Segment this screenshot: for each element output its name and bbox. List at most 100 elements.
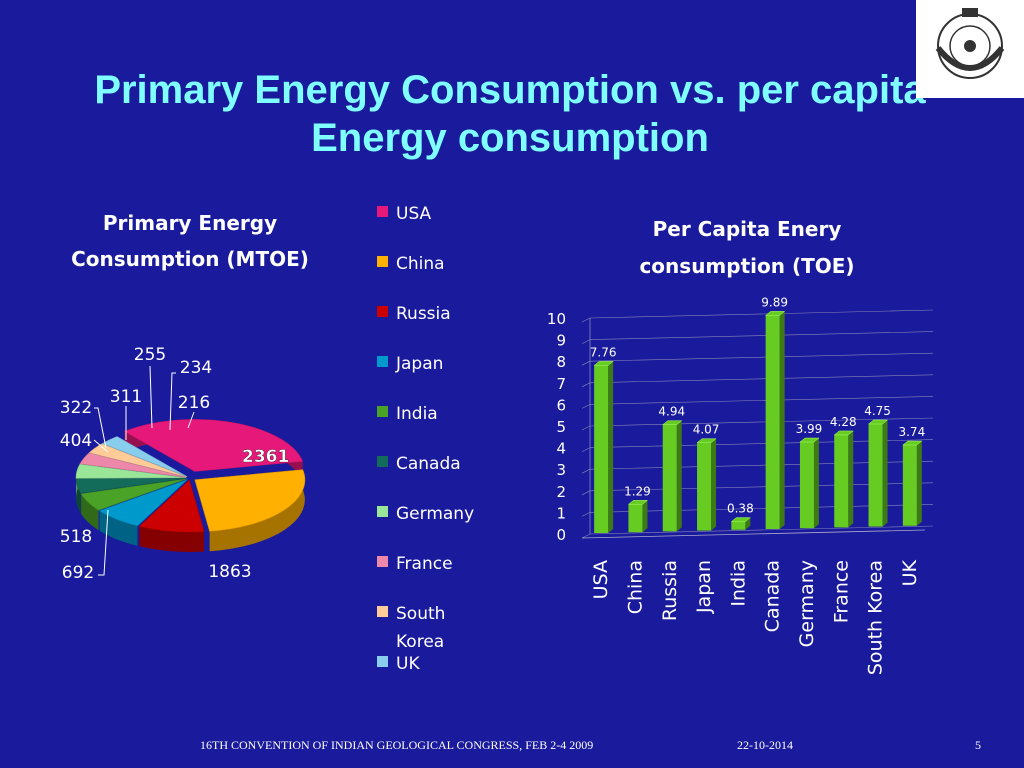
x-category-label: UK [899, 559, 921, 586]
legend-label: Russia [396, 304, 451, 324]
legend-swatch [377, 606, 388, 617]
grid-line [589, 352, 934, 362]
grid-line-side [581, 512, 591, 517]
legend-label: India [396, 404, 438, 424]
bar-bars: 7.76 1.29 4.94 4.07 0.38 9.89 3.99 4.28 4.75 3.74 [590, 295, 925, 533]
pie-slice-germany [75, 463, 187, 479]
legend-swatch [377, 456, 388, 467]
x-category-label: Russia [659, 560, 681, 621]
legend-swatch [377, 306, 388, 317]
pie-slice-russia [138, 479, 205, 533]
grid-line [589, 525, 934, 535]
pie-data-label: 404 [60, 431, 92, 451]
pie-leader-line [187, 411, 195, 429]
pie-slice-china [194, 469, 306, 532]
pie-data-label: 322 [60, 398, 92, 418]
legend-swatch [377, 556, 388, 567]
pie-labels: 2361 1863 692 518 404 322 311 255 234 216 [60, 345, 290, 583]
grid-line-side [581, 382, 591, 388]
pie-data-label: 2361 [242, 447, 289, 467]
y-tick-label: 6 [556, 396, 566, 414]
grid-line [589, 417, 934, 427]
footer-date: 22-10-2014 [737, 738, 793, 752]
bar-value-label: 4.94 [658, 405, 685, 419]
bar-china [628, 504, 643, 533]
y-tick-label: 2 [556, 483, 566, 501]
legend-label: Germany [396, 504, 474, 524]
x-category-label: France [830, 560, 852, 623]
pie-data-label: 216 [178, 393, 210, 413]
bar-chart: Per Capita Enery consumption (TOE) 0 1 2 3 4… [547, 217, 934, 675]
bar-top [593, 361, 614, 366]
pie-leader-line [94, 407, 107, 449]
pie-slice-canada [75, 478, 187, 494]
legend-swatch [377, 506, 388, 517]
grid-line [589, 374, 934, 384]
y-tick-label: 7 [556, 375, 566, 393]
bar-side [779, 311, 785, 529]
legend-label: South [396, 604, 445, 624]
pie-slice-side-russia [139, 526, 205, 552]
grid-line [589, 396, 934, 405]
bar-top [833, 430, 854, 436]
slide-title: Primary Energy Consumption vs. per capit… [94, 68, 926, 160]
bar-x-axis-labels: USA China Russia Japan India Canada Germany Fra… [590, 559, 921, 675]
bar-value-label: 4.75 [864, 404, 891, 418]
legend-label: China [396, 254, 445, 274]
bar-top [867, 419, 889, 425]
x-category-label: India [727, 560, 749, 607]
legend-label: UK [396, 654, 420, 674]
grid-line-side [581, 490, 591, 496]
pie-leader-line [149, 365, 153, 429]
bar-value-label: 9.89 [761, 295, 788, 309]
pie-slice-india [80, 478, 187, 511]
x-category-label: South Korea [865, 560, 887, 675]
y-tick-label: 1 [556, 504, 566, 522]
pie-slice-side-china [209, 469, 305, 552]
grid-line-side [581, 360, 591, 366]
pie-leader-line [93, 439, 109, 453]
bar-top [730, 517, 752, 522]
y-tick-label: 0 [556, 526, 566, 544]
bar-side [642, 500, 648, 533]
legend-label-cont: Korea [396, 632, 444, 652]
bar-value-label: 4.28 [830, 415, 857, 429]
pie-data-label: 518 [60, 527, 92, 547]
bar-france [834, 434, 849, 528]
bar-side [676, 420, 682, 532]
bar-canada [765, 315, 780, 529]
bar-germany [799, 442, 814, 529]
x-category-label: Germany [796, 560, 818, 647]
y-tick-label: 4 [556, 440, 566, 458]
pie-slice-uk [101, 436, 188, 477]
pie-leader-line [98, 509, 109, 576]
legend-label: USA [396, 204, 432, 224]
legend-swatch [377, 406, 388, 417]
bar-usa [594, 365, 609, 533]
legend-swatch [377, 206, 388, 217]
grid-line-side [581, 533, 591, 539]
bar-uk [902, 445, 917, 526]
grid-line-side [581, 339, 591, 344]
grid-line-side [581, 404, 591, 409]
bar-side [608, 361, 614, 533]
y-tick-label: 10 [547, 310, 566, 328]
legend-label: Canada [396, 454, 461, 474]
bar-top [627, 500, 649, 505]
bar-value-label: 7.76 [590, 345, 617, 359]
legend-swatch [377, 256, 388, 267]
bar-title-line1: Per Capita Enery [653, 217, 842, 241]
pie-slice-side-india [81, 493, 99, 531]
logo [916, 0, 1024, 98]
x-category-label: China [624, 560, 646, 614]
y-tick-label: 8 [556, 353, 566, 371]
pie-data-label: 255 [134, 345, 166, 365]
grid-line [589, 309, 934, 319]
y-tick-label: 5 [556, 418, 566, 436]
pie-slice-side-japan [99, 510, 138, 546]
pie-title-line1: Primary Energy [103, 211, 277, 235]
bar-title-line2: consumption (TOE) [639, 254, 854, 278]
bar-side [813, 438, 819, 529]
y-tick-label: 9 [556, 332, 566, 350]
legend-swatch [377, 356, 388, 367]
